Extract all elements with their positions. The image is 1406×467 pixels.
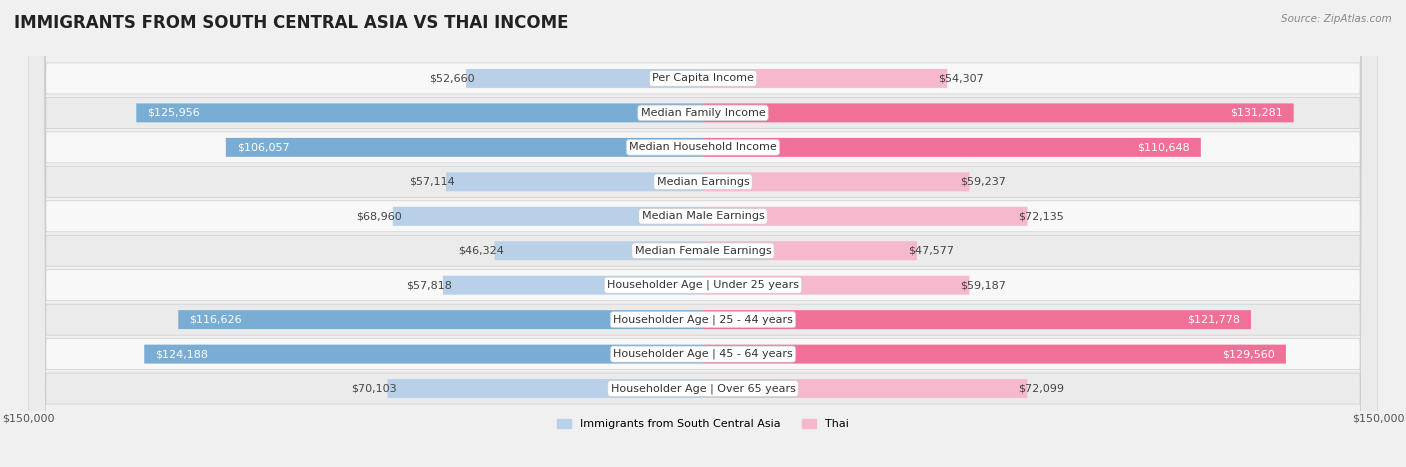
Text: Median Household Income: Median Household Income [628, 142, 778, 152]
FancyBboxPatch shape [703, 310, 1251, 329]
Text: Householder Age | Under 25 years: Householder Age | Under 25 years [607, 280, 799, 290]
Text: $59,237: $59,237 [960, 177, 1007, 187]
FancyBboxPatch shape [703, 241, 917, 260]
FancyBboxPatch shape [495, 241, 703, 260]
FancyBboxPatch shape [388, 379, 703, 398]
FancyBboxPatch shape [703, 379, 1028, 398]
Text: Median Male Earnings: Median Male Earnings [641, 211, 765, 221]
Text: $116,626: $116,626 [190, 315, 242, 325]
FancyBboxPatch shape [145, 345, 703, 364]
FancyBboxPatch shape [465, 69, 703, 88]
Text: Median Family Income: Median Family Income [641, 108, 765, 118]
FancyBboxPatch shape [28, 0, 1378, 467]
FancyBboxPatch shape [28, 0, 1378, 467]
FancyBboxPatch shape [28, 0, 1378, 467]
FancyBboxPatch shape [28, 0, 1378, 467]
FancyBboxPatch shape [703, 103, 1294, 122]
FancyBboxPatch shape [226, 138, 703, 157]
Text: $47,577: $47,577 [908, 246, 955, 256]
FancyBboxPatch shape [703, 172, 970, 191]
Text: $124,188: $124,188 [156, 349, 208, 359]
Text: Householder Age | 45 - 64 years: Householder Age | 45 - 64 years [613, 349, 793, 359]
FancyBboxPatch shape [392, 207, 703, 226]
FancyBboxPatch shape [443, 276, 703, 295]
Text: Householder Age | Over 65 years: Householder Age | Over 65 years [610, 383, 796, 394]
FancyBboxPatch shape [28, 0, 1378, 467]
FancyBboxPatch shape [703, 138, 1201, 157]
Text: $59,187: $59,187 [960, 280, 1007, 290]
FancyBboxPatch shape [28, 0, 1378, 467]
Text: Median Earnings: Median Earnings [657, 177, 749, 187]
FancyBboxPatch shape [446, 172, 703, 191]
Text: $54,307: $54,307 [938, 73, 984, 84]
Text: $68,960: $68,960 [356, 211, 402, 221]
Text: IMMIGRANTS FROM SOUTH CENTRAL ASIA VS THAI INCOME: IMMIGRANTS FROM SOUTH CENTRAL ASIA VS TH… [14, 14, 568, 32]
FancyBboxPatch shape [28, 0, 1378, 467]
Text: $125,956: $125,956 [148, 108, 200, 118]
Text: $129,560: $129,560 [1222, 349, 1275, 359]
Text: $106,057: $106,057 [238, 142, 290, 152]
Text: $70,103: $70,103 [352, 383, 396, 394]
Text: Source: ZipAtlas.com: Source: ZipAtlas.com [1281, 14, 1392, 24]
FancyBboxPatch shape [28, 0, 1378, 467]
FancyBboxPatch shape [28, 0, 1378, 467]
Legend: Immigrants from South Central Asia, Thai: Immigrants from South Central Asia, Thai [553, 415, 853, 434]
Text: Per Capita Income: Per Capita Income [652, 73, 754, 84]
FancyBboxPatch shape [703, 207, 1028, 226]
Text: $72,135: $72,135 [1018, 211, 1064, 221]
Text: $72,099: $72,099 [1018, 383, 1064, 394]
Text: $110,648: $110,648 [1137, 142, 1189, 152]
Text: Householder Age | 25 - 44 years: Householder Age | 25 - 44 years [613, 314, 793, 325]
Text: $57,114: $57,114 [409, 177, 456, 187]
FancyBboxPatch shape [703, 69, 948, 88]
Text: $46,324: $46,324 [458, 246, 503, 256]
Text: Median Female Earnings: Median Female Earnings [634, 246, 772, 256]
FancyBboxPatch shape [179, 310, 703, 329]
Text: $52,660: $52,660 [429, 73, 475, 84]
Text: $131,281: $131,281 [1230, 108, 1282, 118]
FancyBboxPatch shape [703, 276, 969, 295]
Text: $121,778: $121,778 [1187, 315, 1240, 325]
FancyBboxPatch shape [136, 103, 703, 122]
FancyBboxPatch shape [703, 345, 1286, 364]
Text: $57,818: $57,818 [406, 280, 451, 290]
FancyBboxPatch shape [28, 0, 1378, 467]
